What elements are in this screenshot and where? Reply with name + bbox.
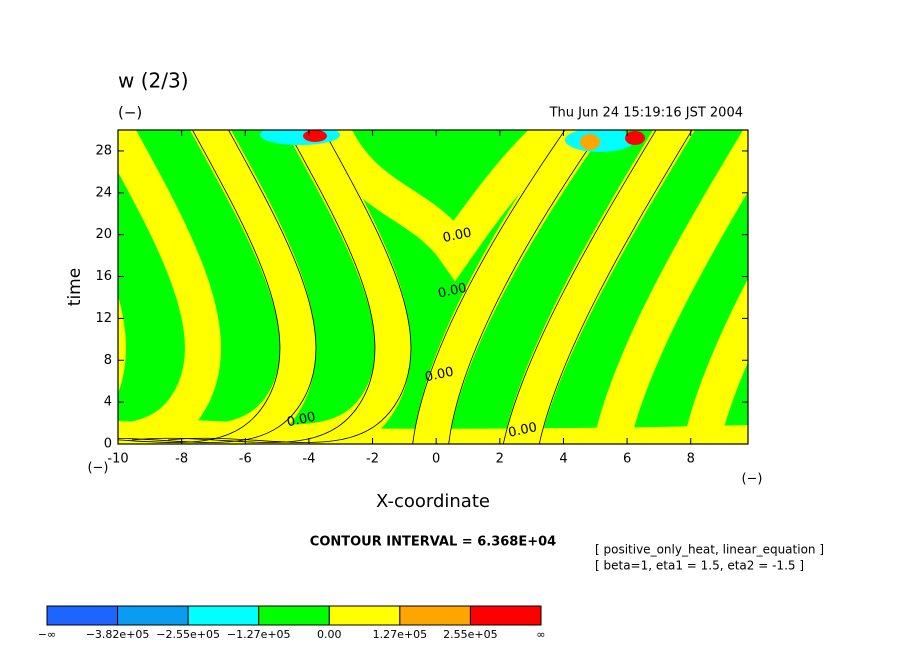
- x-axis-label: X-coordinate: [376, 491, 490, 512]
- y-tick-label: 8: [104, 353, 112, 368]
- x-tick-label: 6: [623, 452, 631, 467]
- positive-bands: [118, 130, 748, 444]
- contour-field: [118, 130, 748, 444]
- contour-label: 0.00: [441, 225, 472, 246]
- colorbar-box: [187, 605, 260, 626]
- contour-label: 0.00: [437, 281, 468, 302]
- y-axis-label: time: [65, 268, 85, 306]
- y-tick-label: 16: [95, 269, 112, 284]
- band: [502, 130, 695, 444]
- y-tick-label: 24: [95, 185, 112, 200]
- colorbar-box: [399, 605, 471, 626]
- x-tick-label: 2: [496, 452, 504, 467]
- contour-label: 0.00: [507, 420, 538, 441]
- band: [682, 278, 748, 444]
- y-tick-label: 4: [104, 395, 112, 410]
- colorbar-box: [469, 605, 542, 626]
- y-tick-label: 12: [95, 311, 112, 326]
- x-tick-label: 4: [559, 452, 567, 467]
- colorbar-label: −3.82e+05: [86, 628, 150, 641]
- x-unit: (−): [741, 472, 762, 487]
- colorbar-label: −2.55e+05: [156, 628, 220, 641]
- colorbar-box: [258, 605, 330, 626]
- x-tick-label: 8: [687, 452, 695, 467]
- band: [118, 130, 221, 444]
- y-tick-label: 28: [95, 143, 112, 158]
- colorbar-label: ∞: [536, 628, 545, 641]
- y-unit: (−): [87, 461, 108, 476]
- plot-frame: [117, 129, 749, 445]
- x-tick-label: -10: [107, 452, 128, 467]
- contour-lines: [118, 130, 693, 444]
- colorbar-box: [328, 605, 401, 626]
- timestamp: Thu Jun 24 15:19:16 JST 2004: [549, 106, 743, 121]
- x-tick-label: -4: [302, 452, 315, 467]
- band: [592, 130, 748, 444]
- colorbar-label: 0.00: [317, 628, 342, 641]
- x-tick-label: -8: [175, 452, 188, 467]
- colorbar-box: [117, 605, 189, 626]
- title-unit: (−): [118, 104, 142, 122]
- contour-label: 0.00: [424, 365, 455, 386]
- colorbar-label: −∞: [38, 628, 56, 641]
- x-tick-label: -2: [366, 452, 379, 467]
- colorbar-label: −1.27e+05: [227, 628, 291, 641]
- x-tick-label: 0: [432, 452, 440, 467]
- band: [313, 130, 572, 282]
- contour-interval: CONTOUR INTERVAL = 6.368E+04: [310, 535, 556, 550]
- colorbar-box: [46, 605, 119, 626]
- x-tick-label: -6: [239, 452, 252, 467]
- noise-patches: [260, 130, 645, 152]
- band: [412, 130, 605, 444]
- note: [ beta=1, eta1 = 1.5, eta2 = -1.5 ]: [595, 559, 804, 573]
- colorbar-label: 2.55e+05: [443, 628, 497, 641]
- y-tick-label: 20: [95, 227, 112, 242]
- y-tick-label: 0: [104, 437, 112, 452]
- contour-label: 0.00: [286, 410, 317, 431]
- chart-title: w (2/3): [118, 69, 189, 93]
- band: [118, 295, 126, 394]
- band: [118, 425, 748, 444]
- note: [ positive_only_heat, linear_equation ]: [595, 543, 824, 557]
- colorbar-label: 1.27e+05: [373, 628, 427, 641]
